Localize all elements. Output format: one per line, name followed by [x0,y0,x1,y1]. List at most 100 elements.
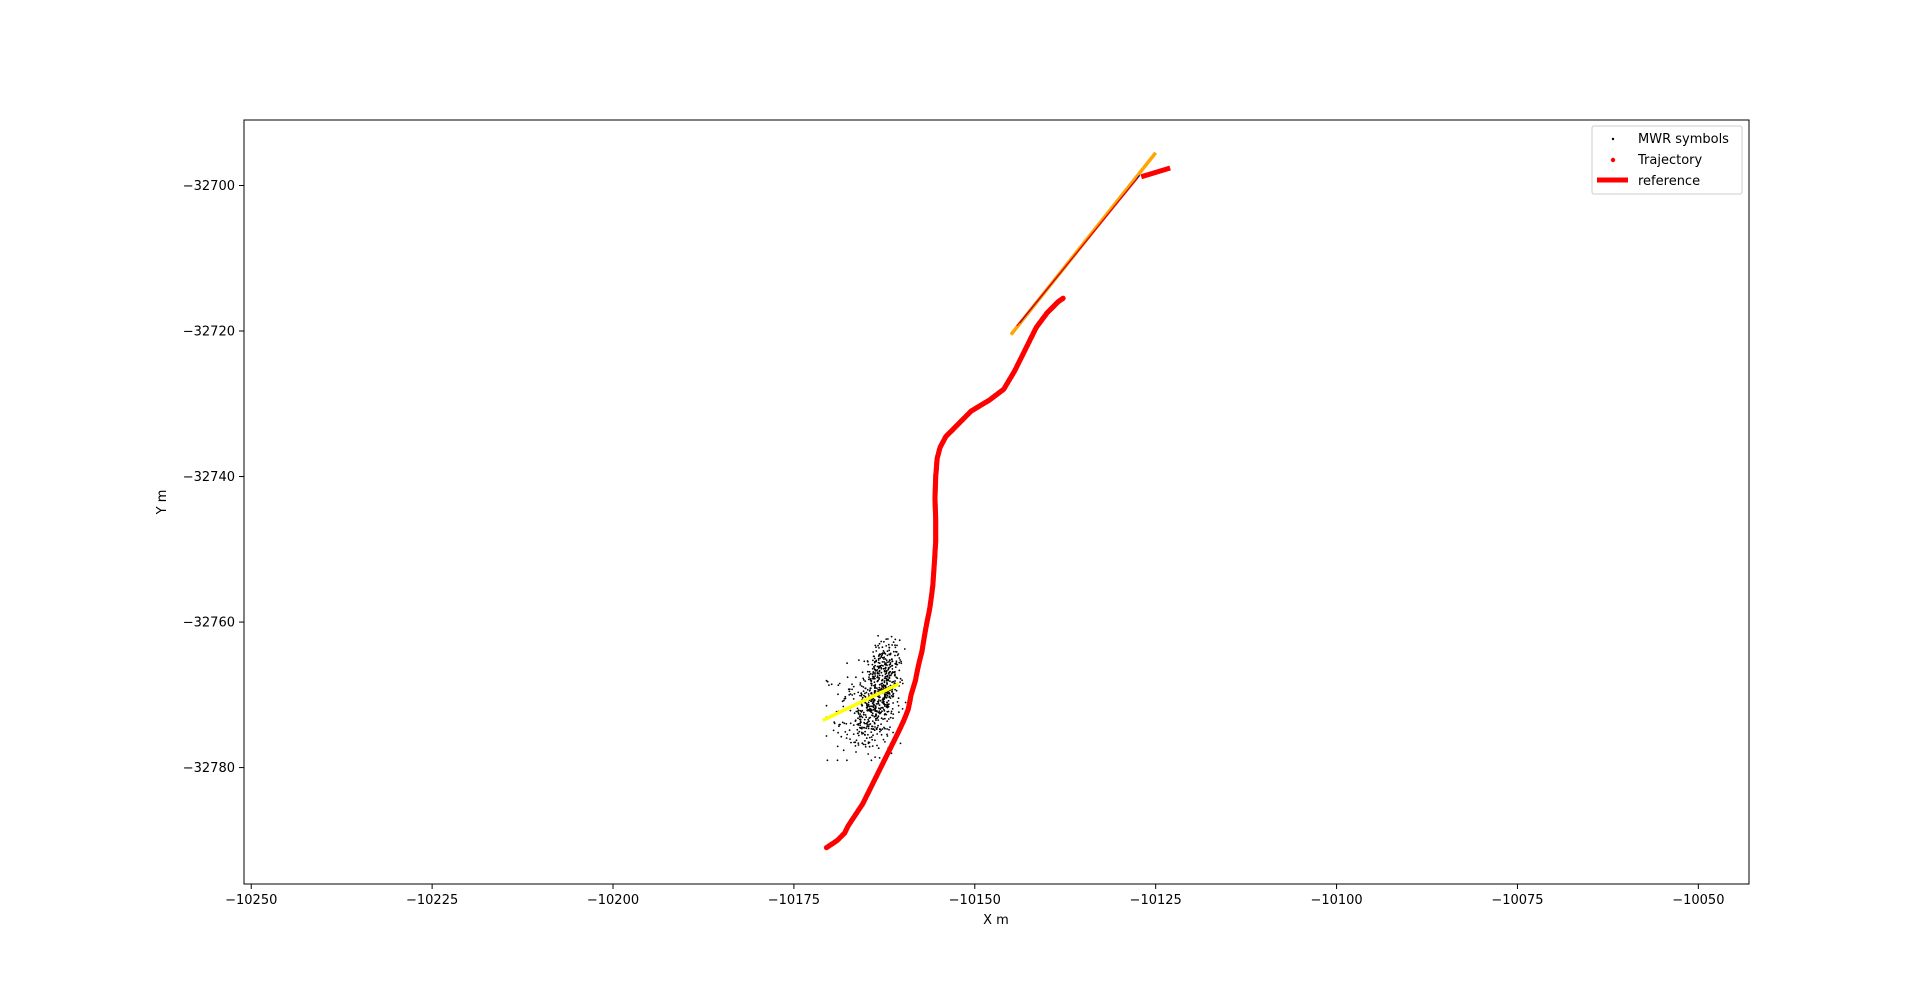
mwr-symbol-point [857,717,859,720]
mwr-symbol-point [891,665,893,667]
mwr-symbol-point [874,739,876,742]
plot-area [822,151,1171,851]
mwr-symbol-point [839,723,841,726]
mwr-symbol-point [894,638,897,641]
mwr-symbol-point [863,721,865,724]
series-4-line [1016,177,1139,327]
mwr-symbol-point [883,661,885,663]
mwr-symbol-point [894,644,896,647]
mwr-symbol-point [859,682,862,684]
mwr-symbol-point [863,694,865,697]
mwr-symbol-point [868,673,871,676]
mwr-symbol-point [867,742,870,745]
mwr-symbol-point [860,694,863,697]
mwr-symbol-point [860,692,863,695]
mwr-symbol-point [846,662,848,665]
mwr-symbol-point [892,695,895,698]
mwr-symbol-point [887,692,890,695]
mwr-symbol-point [874,686,876,689]
mwr-symbol-point [838,725,840,728]
mwr-symbol-point [867,725,870,727]
mwr-symbol-point [878,662,881,664]
mwr-symbol-point [899,742,902,745]
mwr-symbol-point [870,692,873,694]
y-tick-label: −32780 [183,761,235,776]
mwr-symbol-point [858,730,861,733]
mwr-symbol-point [879,708,882,710]
mwr-symbol-point [872,655,875,658]
mwr-symbol-point [861,716,864,719]
mwr-symbol-point [885,697,888,699]
mwr-symbol-point [886,701,888,704]
mwr-symbol-point [877,657,880,660]
mwr-symbol-point [866,709,869,711]
mwr-symbol-point [875,710,878,712]
mwr-symbol-point [870,736,873,738]
mwr-symbol-point [889,726,891,728]
mwr-symbol-point [872,709,875,711]
mwr-symbol-point [855,751,857,753]
mwr-symbol-point [884,703,887,706]
mwr-symbol-point [881,661,884,663]
mwr-symbol-point [861,726,863,729]
mwr-symbol-point [851,694,854,696]
mwr-symbol-point [872,672,875,674]
mwr-symbol-point [883,726,885,729]
mwr-symbol-point [886,720,889,722]
mwr-symbol-point [845,722,848,725]
x-tick-label: −10075 [1491,893,1543,908]
mwr-symbol-point [889,674,892,677]
mwr-symbol-point [901,679,903,682]
mwr-symbol-point [867,727,870,730]
mwr-symbol-point [875,713,877,716]
mwr-symbol-point [838,682,841,685]
mwr-symbol-point [883,710,886,712]
mwr-symbol-point [880,667,883,670]
mwr-symbol-point [883,698,886,700]
mwr-symbol-point [890,752,893,755]
mwr-symbol-point [881,698,884,701]
x-tick-label: −10225 [406,893,458,908]
mwr-symbol-point [871,738,874,741]
mwr-symbol-point [877,634,879,637]
mwr-symbol-point [874,715,877,718]
mwr-symbol-point [895,662,898,664]
mwr-symbol-point [873,704,875,707]
mwr-symbol-point [867,693,870,695]
legend: MWR symbols Trajectory reference [1591,125,1743,195]
mwr-symbol-point [888,659,891,662]
mwr-symbol-point [864,687,867,690]
mwr-symbol-point [875,650,878,652]
mwr-symbol-point [885,713,888,716]
mwr-symbol-point [876,672,879,675]
mwr-symbol-point [898,639,901,642]
mwr-symbol-point [848,690,851,693]
mwr-symbol-point [884,741,886,743]
mwr-symbol-point [837,693,839,696]
plot-frame [243,119,1750,885]
mwr-symbol-point [875,669,878,672]
mwr-symbol-point [867,678,870,681]
mwr-symbol-point [886,728,888,730]
mwr-symbol-point [844,697,847,700]
mwr-symbol-point [889,716,892,719]
mwr-symbol-point [878,647,880,649]
mwr-symbol-point [867,733,869,736]
mwr-symbol-point [878,710,881,712]
mwr-symbol-point [880,723,882,726]
mwr-symbol-point [855,676,857,679]
mwr-symbol-point [866,660,869,663]
y-tick-label: −32700 [183,179,235,194]
mwr-symbol-point [874,675,877,677]
mwr-symbol-point [846,733,849,736]
mwr-symbol-point [883,656,886,659]
mwr-symbol-point [872,697,875,700]
mwr-symbol-point [857,691,860,694]
mwr-symbol-point [852,724,855,726]
mwr-symbol-point [881,682,884,685]
mwr-symbol-point [867,663,870,666]
mwr-symbol-point [852,685,855,688]
mwr-symbol-point [851,683,853,686]
mwr-symbol-point [882,686,884,688]
